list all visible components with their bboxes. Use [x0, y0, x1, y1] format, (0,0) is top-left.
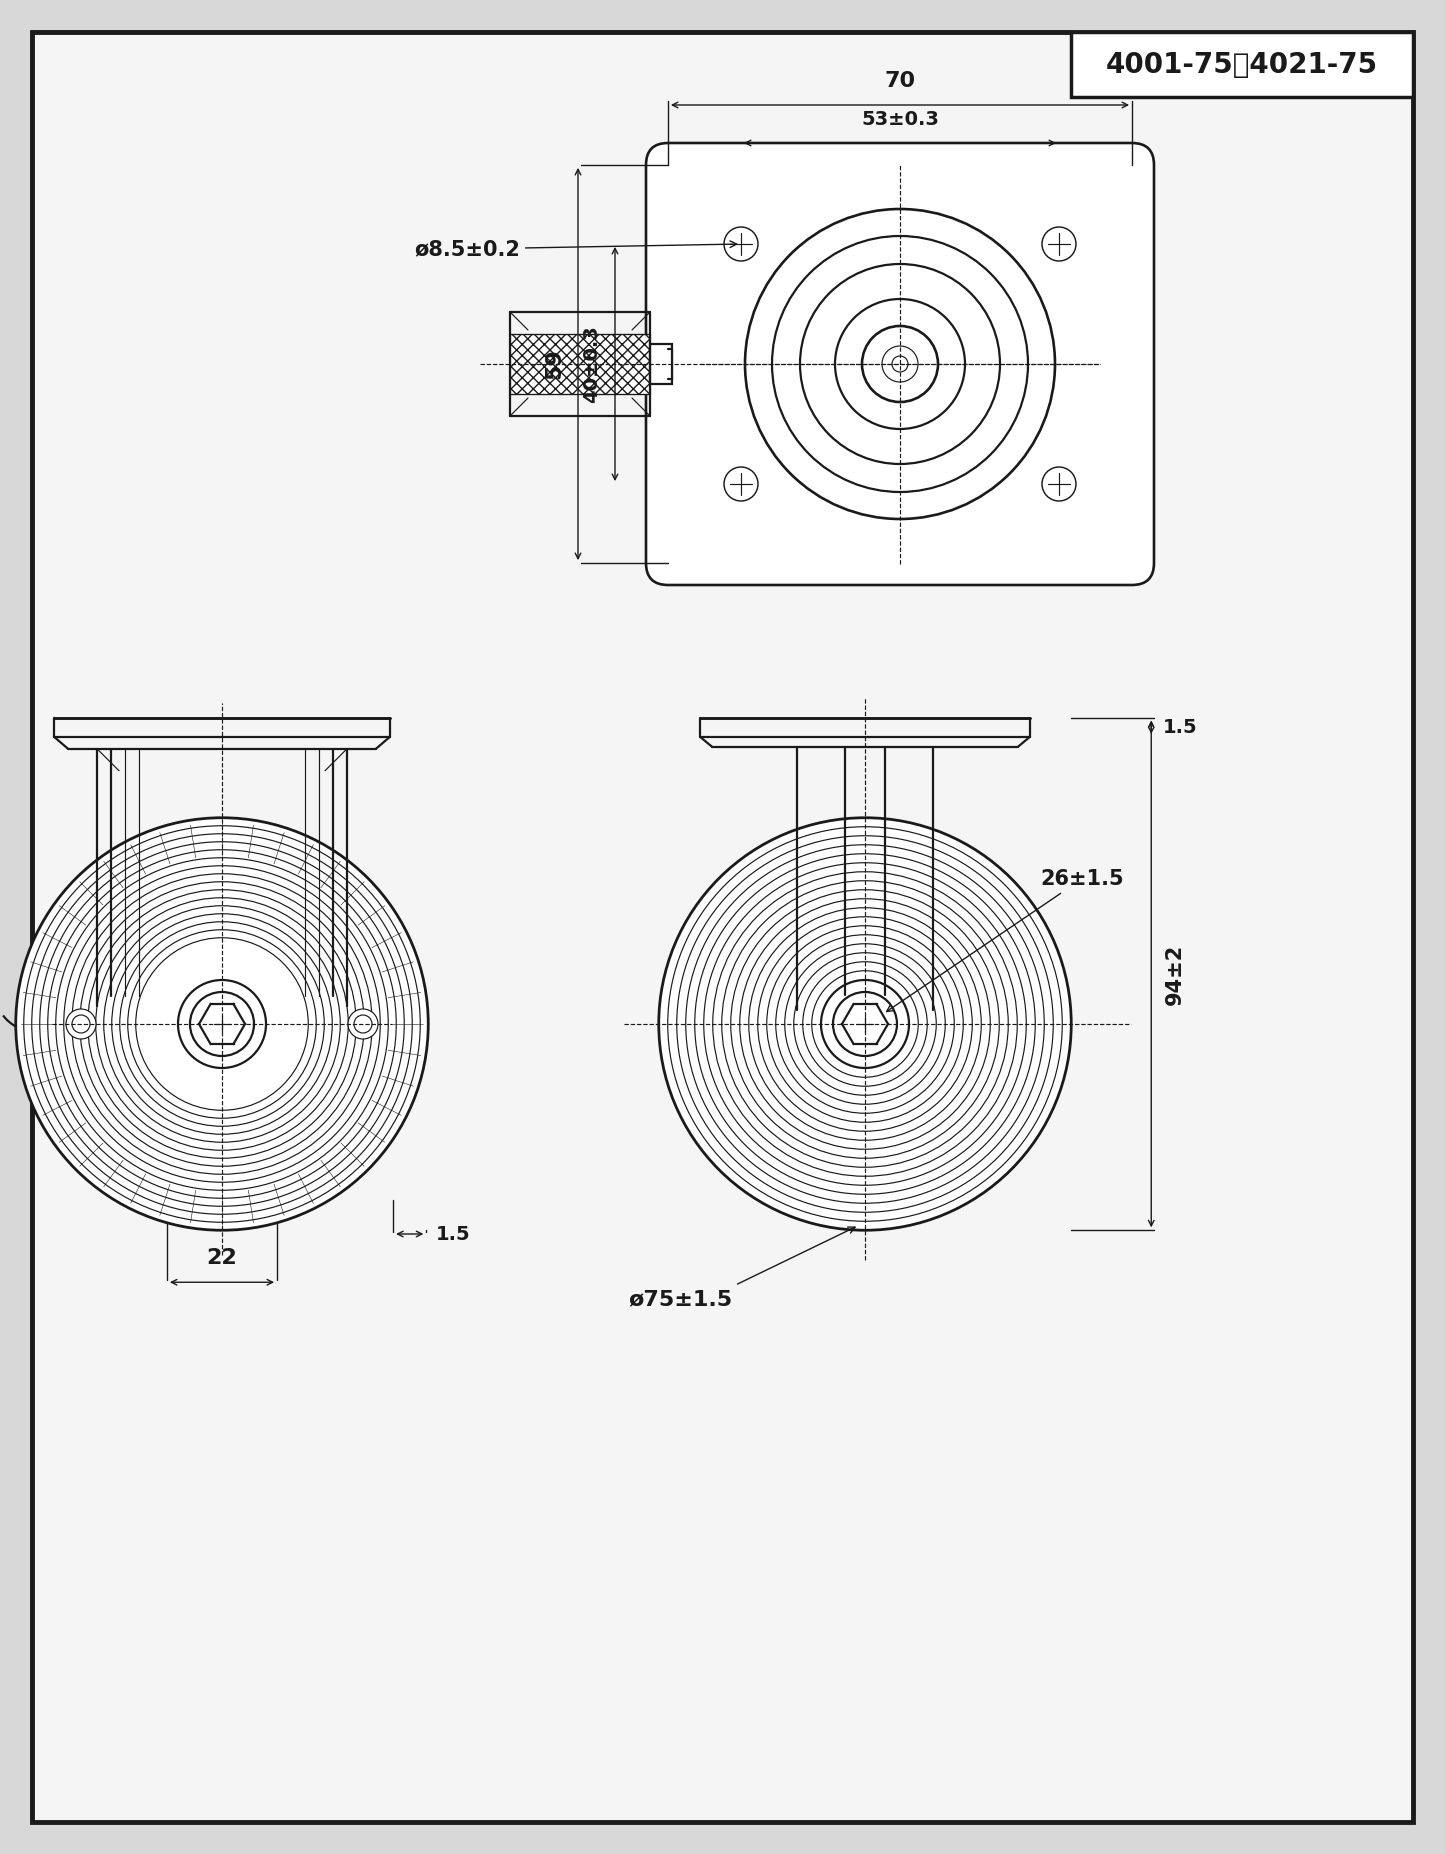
Circle shape: [724, 226, 759, 261]
Circle shape: [881, 347, 918, 382]
Text: ø75±1.5: ø75±1.5: [629, 1289, 733, 1309]
Text: 40±0.3: 40±0.3: [582, 324, 601, 402]
Circle shape: [16, 818, 428, 1231]
Circle shape: [746, 210, 1055, 519]
Circle shape: [1042, 226, 1077, 261]
Text: 1.5: 1.5: [436, 1224, 471, 1244]
Bar: [510, 334, 650, 395]
Circle shape: [835, 298, 965, 428]
Text: 4001-75、4021-75: 4001-75、4021-75: [1105, 50, 1379, 78]
Bar: [1071, 32, 1413, 96]
Text: 22: 22: [207, 1248, 237, 1268]
Circle shape: [821, 981, 909, 1068]
Circle shape: [772, 235, 1027, 491]
Text: 59: 59: [543, 349, 564, 380]
Text: 53±0.3: 53±0.3: [861, 109, 939, 130]
Circle shape: [724, 467, 759, 501]
Circle shape: [801, 263, 1000, 464]
Text: ø8.5±0.2: ø8.5±0.2: [415, 239, 737, 260]
Circle shape: [354, 1014, 371, 1033]
Circle shape: [863, 326, 938, 402]
Circle shape: [66, 1009, 95, 1038]
Text: 94±2: 94±2: [1165, 944, 1185, 1005]
FancyBboxPatch shape: [646, 143, 1155, 586]
Bar: [650, 345, 672, 384]
Circle shape: [892, 356, 907, 373]
Circle shape: [1042, 467, 1077, 501]
Text: 26±1.5: 26±1.5: [887, 870, 1124, 1012]
Circle shape: [72, 1014, 90, 1033]
Circle shape: [659, 818, 1071, 1231]
Text: 1.5: 1.5: [1163, 717, 1198, 736]
Circle shape: [832, 992, 897, 1057]
Text: 70: 70: [884, 70, 916, 91]
Circle shape: [178, 981, 266, 1068]
Circle shape: [348, 1009, 379, 1038]
Circle shape: [189, 992, 254, 1057]
